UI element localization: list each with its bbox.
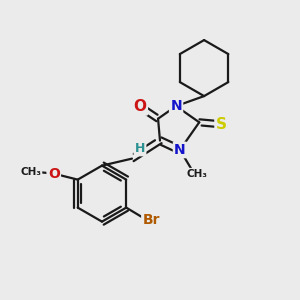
Text: N: N [170, 99, 182, 113]
Text: O: O [134, 99, 147, 114]
Text: O: O [48, 167, 60, 181]
Text: H: H [135, 142, 145, 155]
Text: N: N [174, 143, 186, 157]
Text: CH₃: CH₃ [186, 169, 207, 179]
Text: Br: Br [142, 213, 160, 226]
Text: CH₃: CH₃ [20, 167, 41, 177]
Text: S: S [216, 117, 227, 132]
